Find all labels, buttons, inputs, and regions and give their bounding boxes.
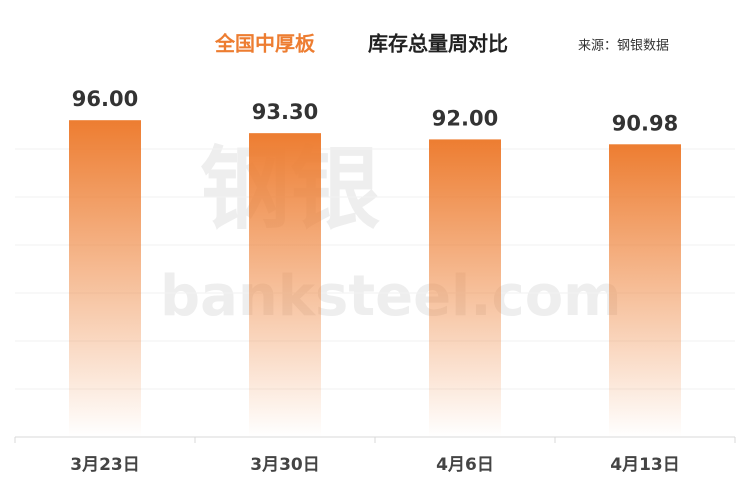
bar	[429, 139, 501, 437]
data-label: 92.00	[432, 106, 498, 130]
source-note: 来源：钢银数据	[578, 39, 669, 54]
chart-title: 库存总量周对比	[368, 32, 508, 56]
bar	[249, 133, 321, 437]
x-tick-label: 3月23日	[70, 455, 140, 475]
bar	[609, 144, 681, 437]
watermark: banksteel.com	[160, 264, 622, 329]
data-label: 90.98	[612, 111, 678, 135]
data-label: 96.00	[72, 87, 138, 111]
bar	[69, 120, 141, 437]
data-label: 93.30	[252, 100, 318, 124]
x-tick-label: 4月6日	[436, 455, 494, 475]
chart-title: 全国中厚板	[214, 32, 316, 56]
x-tick-label: 4月13日	[610, 455, 680, 475]
x-tick-label: 3月30日	[250, 455, 320, 475]
